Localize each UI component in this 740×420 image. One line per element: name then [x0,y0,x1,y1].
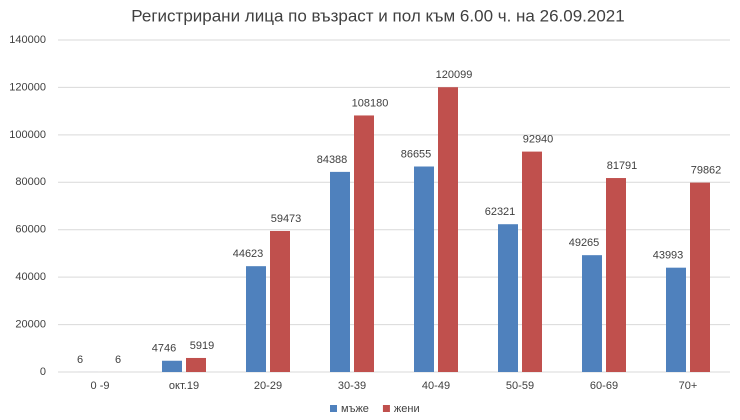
legend-label: мъже [341,403,369,415]
bar [522,151,542,372]
value-label: 84388 [317,154,348,166]
bar [666,267,686,372]
legend-swatch [382,405,390,412]
bar [582,255,602,372]
chart-title: Регистрирани лица по възраст и пол към 6… [131,6,624,25]
value-label: 6 [77,354,83,366]
value-label: 81791 [607,160,638,172]
x-tick-label: 60-69 [590,380,618,392]
value-label: 92940 [523,134,554,146]
value-label: 86655 [401,148,432,160]
y-tick-label: 40000 [15,271,46,283]
x-tick-label: 40-49 [422,380,450,392]
x-tick-label: 70+ [679,380,698,392]
y-tick-label: 100000 [9,129,46,141]
value-label: 49265 [569,237,600,249]
value-label: 120099 [436,69,473,81]
value-label: 79862 [691,165,722,177]
bar [354,115,374,372]
y-tick-label: 0 [40,366,46,378]
value-label: 4746 [152,343,176,355]
value-label: 59473 [271,213,302,225]
bar [414,166,434,372]
bar [690,182,710,372]
x-tick-label: 50-59 [506,380,534,392]
bar [606,178,626,372]
value-label: 44623 [233,248,264,260]
y-tick-label: 80000 [15,176,46,188]
legend-label: жени [394,403,420,415]
bar [438,87,458,373]
y-tick-label: 60000 [15,224,46,236]
y-tick-label: 20000 [15,318,46,330]
x-tick-label: окт.19 [169,380,199,392]
value-label: 43993 [653,250,684,262]
bar [498,224,518,372]
value-label: 108180 [352,97,389,109]
bar [246,266,266,372]
bar [162,360,182,372]
bar [186,357,206,372]
x-tick-label: 0 -9 [91,380,110,392]
x-tick-label: 20-29 [254,380,282,392]
bar [270,230,290,372]
x-tick-label: 30-39 [338,380,366,392]
bar [330,171,350,372]
y-tick-label: 120000 [9,81,46,93]
y-tick-label: 140000 [9,34,46,46]
value-label: 5919 [190,340,214,352]
legend-swatch [330,405,337,412]
value-label: 6 [115,354,121,366]
value-label: 62321 [485,206,516,218]
